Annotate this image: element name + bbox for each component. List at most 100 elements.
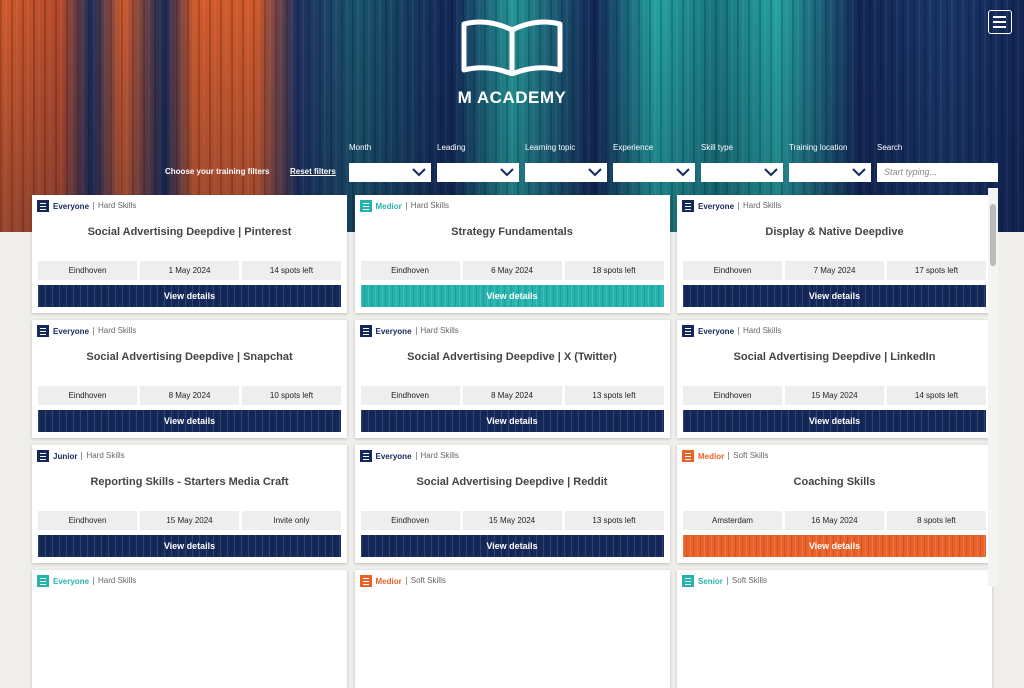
level-icon [359,450,372,462]
card-title: Coaching Skills [793,476,876,488]
card-spots: 13 spots left [564,511,664,530]
level-icon [682,200,694,212]
card-tag: Everyone Hard Skills [682,325,781,337]
level-icon [682,450,694,462]
card-tag: Medior Hard Skills [359,200,449,212]
dropdown-arrow [852,168,866,177]
card-spots: 13 spots left [564,386,664,405]
card-spots: 18 spots left [564,261,664,280]
filter-label: Training location [789,143,848,152]
card-date: 15 May 2024 [462,511,562,530]
level-icon [37,200,49,212]
filter-label: Skill type [701,143,734,152]
level: Everyone [698,201,735,211]
skill-type: Hard Skills [93,327,136,335]
card-title: Social Advertising Deepdive | Snapchat [86,351,293,363]
card-date: 15 May 2024 [140,511,239,530]
filter-dropdown[interactable] [701,163,783,182]
card-date: 8 May 2024 [462,386,562,405]
skill-type: Hard Skills [415,327,459,335]
card-date: 7 May 2024 [785,261,884,280]
card-title: Strategy Fundamentals [451,226,573,238]
view-details-button[interactable]: View details [38,535,341,557]
filter-dropdown[interactable] [525,163,607,182]
card-tag: Senior Soft Skills [682,575,767,587]
search-input[interactable]: Start typing... [877,163,998,182]
card-location: Eindhoven [38,386,137,405]
view-details-button[interactable]: View details [683,285,986,307]
skill-type: Hard Skills [405,202,449,210]
filter-intro: Choose your training filters [165,167,270,176]
card-spots: Invite only [242,511,341,530]
dropdown-arrow [676,168,690,177]
card-spots: 17 spots left [887,261,986,280]
level-icon [37,450,49,462]
level-icon [359,200,372,212]
training-card: Senior Soft Skills [677,570,992,688]
level-icon [37,325,49,337]
card-spots: 14 spots left [242,261,341,280]
training-card: Everyone Hard Skills Social Advertising De… [32,195,347,313]
search-label: Search [877,143,903,152]
skill-type: Hard Skills [738,327,781,335]
filter-label: Experience [613,143,654,152]
training-card: Medior Soft Skills [354,570,670,688]
card-spots: 8 spots left [887,511,986,530]
level: Everyone [53,576,90,586]
view-details-button[interactable]: View details [683,535,986,557]
training-card: Everyone Hard Skills Social Advertising De… [32,320,347,438]
card-date: 6 May 2024 [462,261,562,280]
view-details-button[interactable]: View details [360,410,664,432]
level: Everyone [375,451,412,461]
reset-filters[interactable]: Reset filters [290,167,336,176]
card-tag: Medior Soft Skills [682,450,768,462]
level: Everyone [698,326,735,336]
filter-dropdown[interactable] [349,163,431,182]
training-card: Everyone Hard Skills Social Advertising De… [354,320,670,438]
card-location: Eindhoven [360,511,460,530]
skill-type: Soft Skills [405,577,446,585]
view-details-button[interactable]: View details [360,285,664,307]
card-title: Social Advertising Deepdive | Pinterest [87,226,292,238]
card-date: 8 May 2024 [140,386,239,405]
level-icon [359,325,372,337]
scrollbar[interactable] [988,188,998,587]
skill-type: Hard Skills [81,452,125,460]
menu-button[interactable] [988,10,1012,34]
card-location: Eindhoven [360,261,460,280]
card-spots: 10 spots left [242,386,341,405]
scrollbar-thumb[interactable] [990,204,996,266]
card-title: Social Advertising Deepdive | X (Twitter… [407,351,617,363]
view-details-button[interactable]: View details [38,285,341,307]
level: Medior [375,201,402,211]
card-location: Eindhoven [38,261,137,280]
view-details-button[interactable]: View details [683,410,986,432]
view-details-button[interactable]: View details [360,535,664,557]
card-location: Eindhoven [683,386,782,405]
dropdown-arrow [588,168,602,177]
card-tag: Everyone Hard Skills [37,200,136,212]
skill-type: Soft Skills [726,577,767,585]
skill-type: Hard Skills [738,202,781,210]
card-date: 15 May 2024 [785,386,884,405]
filter-dropdown[interactable] [789,163,871,182]
level: Senior [698,576,723,586]
level: Everyone [53,201,90,211]
level: Everyone [375,326,412,336]
hero-banner: M ACADEMY Choose your training filters R… [0,0,1024,232]
training-card: Junior Hard Skills Reporting Skills - Star… [32,445,347,563]
card-tag: Junior Hard Skills [37,450,125,462]
card-title: Reporting Skills - Starters Media Craft [90,476,289,488]
training-card: Everyone Hard Skills Social Advertising De… [354,445,670,563]
skill-type: Hard Skills [93,577,136,585]
level-icon [359,575,372,587]
filter-dropdown[interactable] [437,163,519,182]
card-location: Eindhoven [38,511,137,530]
filter-dropdown[interactable] [613,163,695,182]
view-details-button[interactable]: View details [38,410,341,432]
card-date: 1 May 2024 [140,261,239,280]
filter-label: Month [349,143,372,152]
level: Junior [53,451,78,461]
level: Medior [375,576,402,586]
level-icon [682,325,694,337]
